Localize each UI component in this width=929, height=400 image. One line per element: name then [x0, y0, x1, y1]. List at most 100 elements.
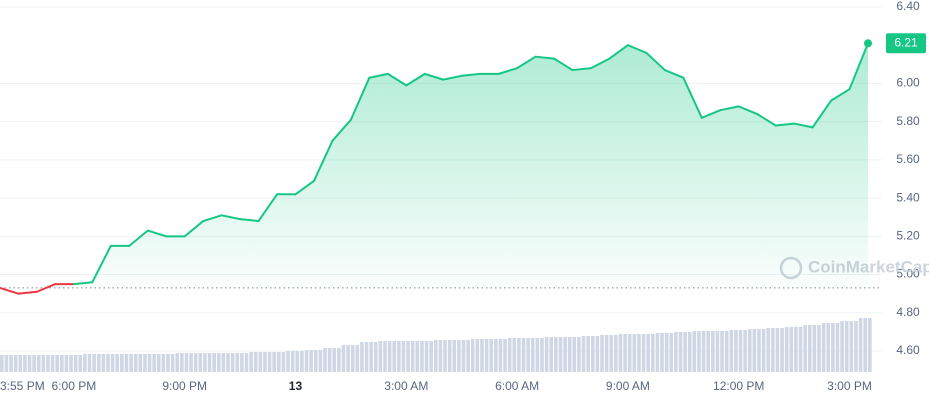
price-line: [663, 69, 685, 79]
volume-bar: [734, 330, 738, 372]
volume-bar: [369, 342, 373, 372]
price-line: [774, 122, 796, 127]
volume-bar: [23, 355, 27, 372]
volume-bar: [535, 338, 540, 372]
volume-bar: [161, 354, 166, 372]
volume-bar: [863, 318, 867, 372]
volume-bar: [240, 353, 244, 372]
volume-bar: [771, 328, 775, 372]
volume-bar: [101, 354, 106, 372]
volume-bar: [360, 342, 364, 372]
volume-bar: [286, 351, 290, 372]
volume-bar: [106, 354, 110, 372]
current-badge: [886, 33, 926, 54]
volume-bar: [784, 327, 789, 372]
volume-bar: [738, 330, 743, 372]
volume-bar: [18, 355, 23, 372]
y-tick-label: 5.60: [896, 152, 920, 166]
volume-bar: [258, 352, 263, 372]
volume-bar: [4, 355, 9, 372]
volume-bar: [664, 333, 669, 372]
volume-bar: [350, 345, 355, 372]
volume-bar: [692, 331, 697, 372]
volume-bar: [701, 331, 706, 372]
volume-bar: [221, 353, 226, 372]
volume-bar: [378, 341, 383, 372]
price-line: [349, 76, 371, 121]
volume-bar: [156, 354, 161, 372]
y-tick-label: 5.40: [896, 190, 920, 204]
price-line: [91, 244, 112, 284]
volume-bar: [494, 339, 498, 372]
x-tick-label: 13: [289, 379, 303, 393]
volume-bar: [212, 353, 216, 372]
volume-bar: [429, 341, 433, 372]
volume-bar: [577, 337, 581, 372]
price-line: [571, 67, 592, 72]
price-line: [811, 99, 833, 129]
price-line: [183, 220, 205, 238]
volume-bar: [646, 334, 650, 372]
volume-bar: [373, 342, 378, 372]
price-line: [257, 193, 279, 223]
volume-bar: [69, 355, 73, 372]
price-line: [700, 109, 722, 119]
volume-bar: [775, 328, 780, 372]
volume-bar: [457, 340, 461, 372]
volume-bar: [766, 328, 771, 372]
volume-bar: [674, 332, 678, 372]
volume-bar: [235, 353, 240, 372]
volume-bar: [438, 340, 443, 372]
volume-bar: [64, 355, 69, 372]
volume-bar: [526, 338, 530, 372]
volume-bar: [110, 354, 115, 372]
volume-bar: [484, 339, 489, 372]
price-line: [312, 139, 334, 182]
volume-bar: [563, 337, 567, 372]
volume-bar: [549, 337, 554, 372]
volume-bar: [133, 354, 138, 372]
price-line: [497, 67, 519, 75]
volume-bar: [410, 341, 415, 372]
volume-bar: [507, 338, 512, 372]
price-line: [0, 286, 20, 295]
volume-bar: [466, 340, 470, 372]
price-line: [386, 72, 408, 87]
volume-bar: [323, 348, 327, 372]
volume-bar: [41, 355, 46, 372]
volume-bar: [184, 353, 189, 372]
price-line: [719, 105, 740, 112]
volume-bar: [826, 323, 831, 372]
volume-bar: [96, 354, 101, 372]
volume-bar: [858, 318, 863, 372]
volume-bar: [55, 355, 60, 372]
volume-bar: [87, 354, 92, 372]
volume-bar: [443, 340, 447, 372]
volume-bar: [821, 323, 826, 372]
volume-bar: [780, 328, 784, 372]
volume-bar: [304, 350, 309, 372]
volume-bar: [383, 341, 387, 372]
volume-bar: [798, 327, 803, 372]
volume-bar: [46, 355, 50, 372]
volume-bar: [711, 331, 715, 372]
volume-bar: [180, 353, 184, 372]
volume-bar: [73, 355, 78, 372]
y-tick-label: 5.20: [896, 229, 920, 243]
volume-bar: [341, 345, 346, 372]
volume-bar: [554, 337, 558, 372]
volume-bar: [854, 321, 858, 372]
volume-bar: [143, 354, 147, 372]
volume-bar: [724, 331, 729, 372]
volume-bar: [452, 340, 457, 372]
volume-bar: [655, 333, 660, 372]
x-tick-label: 3:00 PM: [827, 379, 872, 393]
volume-bar: [470, 339, 475, 372]
volume-bar: [83, 354, 87, 372]
volume-bar: [812, 325, 817, 372]
price-line: [146, 229, 168, 238]
volume-bar: [253, 352, 258, 372]
volume-bar: [27, 355, 32, 372]
volume-bar: [651, 334, 655, 372]
price-line: [72, 281, 94, 286]
